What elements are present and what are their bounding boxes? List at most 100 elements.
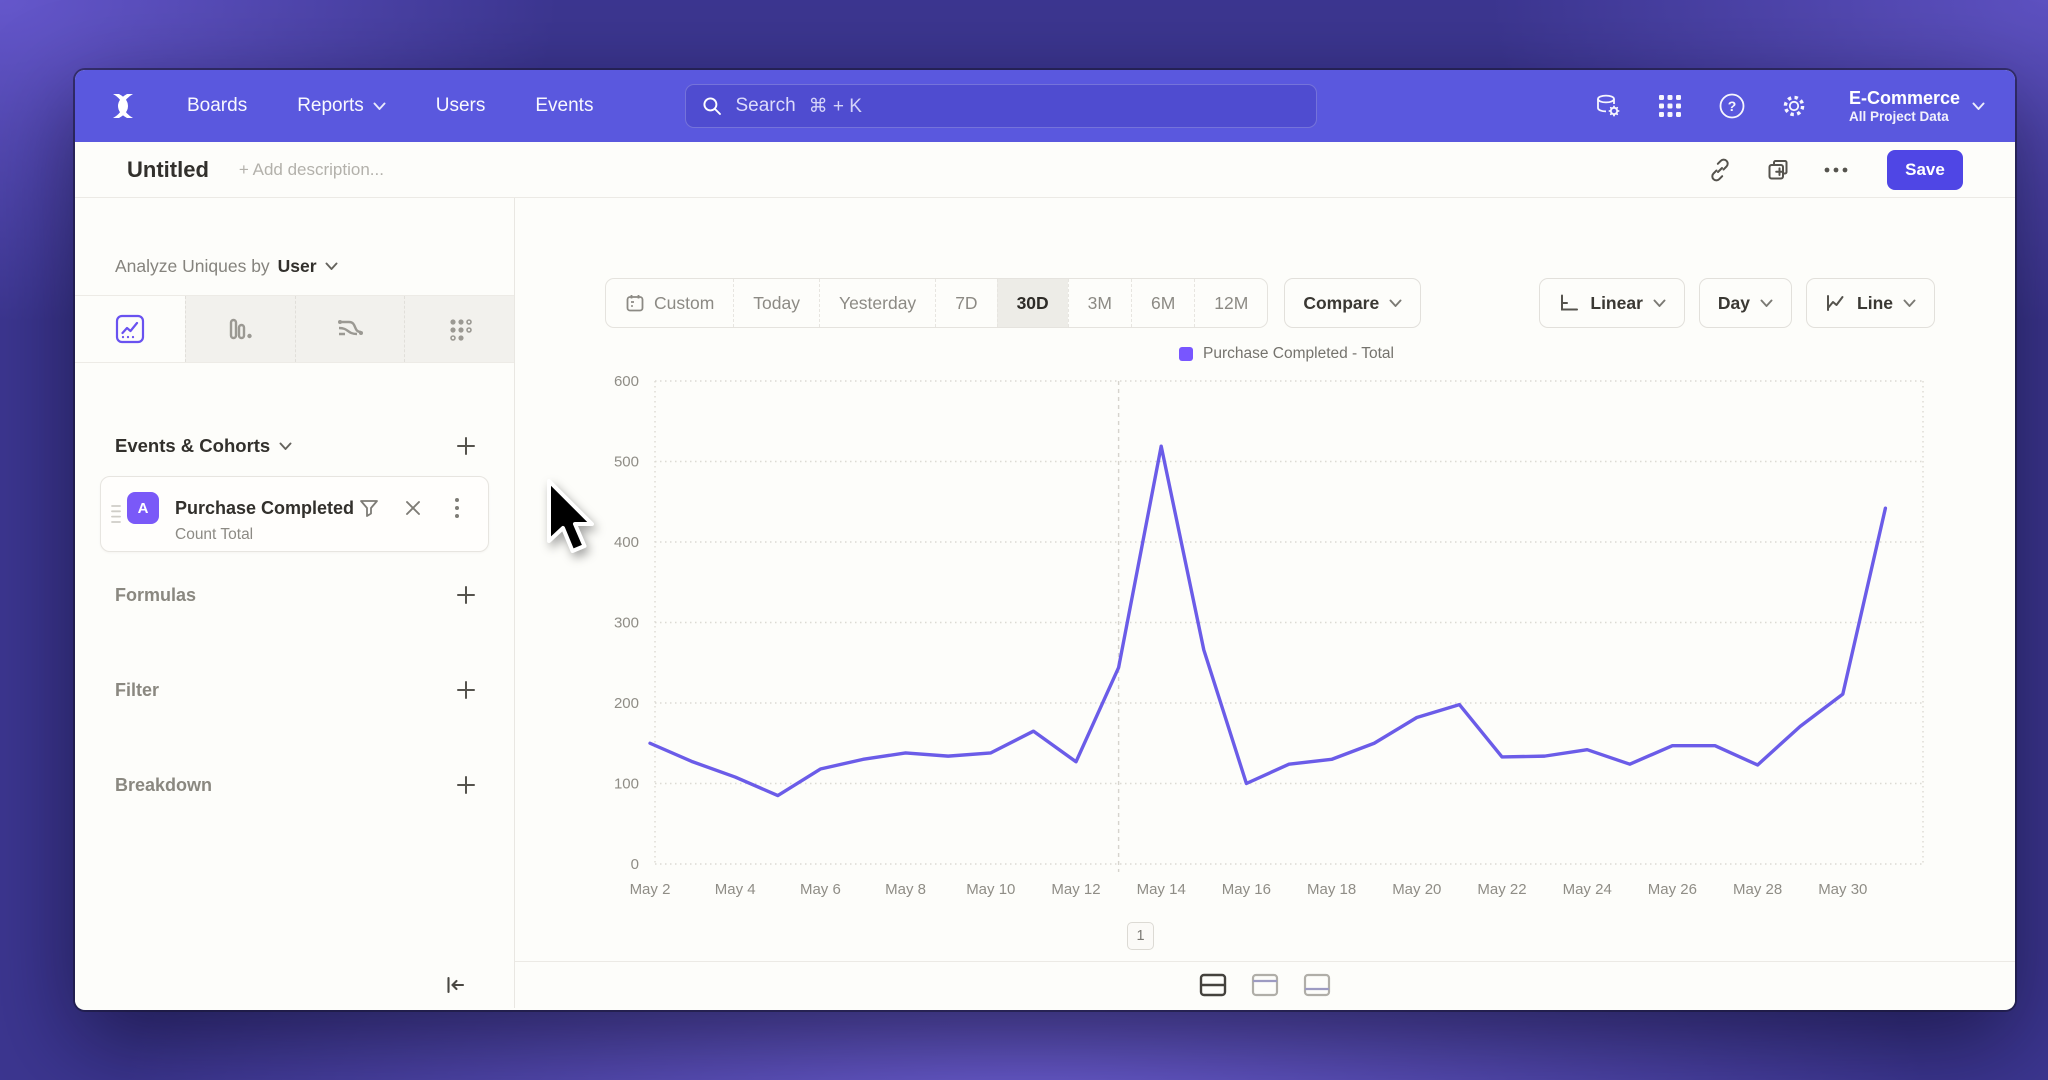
tab-funnels[interactable] (184, 296, 295, 362)
layout-toolbar (515, 961, 2015, 1008)
project-scope: All Project Data (1848, 109, 1949, 125)
formulas-section: Formulas (115, 583, 478, 607)
data-management-icon[interactable] (1593, 91, 1623, 121)
nav-boards[interactable]: Boards (187, 95, 248, 116)
add-breakdown-button[interactable] (454, 773, 478, 797)
analyze-value-dropdown[interactable]: User (277, 256, 317, 276)
query-builder-sidebar: Analyze Uniques by User (75, 198, 515, 1008)
report-title[interactable]: Untitled (127, 156, 209, 182)
project-name: E-Commerce (1848, 87, 1960, 108)
scale-dropdown[interactable]: Linear (1539, 278, 1685, 328)
svg-text:500: 500 (614, 454, 639, 471)
nav-reports[interactable]: Reports (297, 95, 386, 117)
layout-split-icon[interactable] (1194, 968, 1232, 1002)
chevron-down-icon (1903, 299, 1916, 307)
svg-text:100: 100 (614, 776, 639, 793)
axis-scale-icon (1558, 293, 1580, 313)
line-chart[interactable]: 0 100 200 300 400 500 600 May 2 May 4 May 6 May 8 M… (515, 368, 2015, 913)
svg-text:May 6: May 6 (800, 881, 841, 898)
filter-funnel-icon[interactable] (358, 497, 380, 519)
svg-text:600: 600 (614, 373, 639, 390)
range-custom[interactable]: Custom (606, 279, 733, 327)
chevron-down-icon (1389, 299, 1402, 307)
svg-text:May 8: May 8 (885, 881, 926, 898)
svg-text:May 26: May 26 (1648, 881, 1697, 898)
page-indicator[interactable]: 1 (1127, 922, 1154, 950)
svg-text:May 10: May 10 (966, 881, 1015, 898)
nav-events[interactable]: Events (535, 95, 594, 116)
formulas-label: Formulas (115, 584, 197, 605)
tab-retention[interactable] (404, 296, 514, 362)
chevron-down-icon (279, 442, 292, 450)
drag-handle-icon[interactable] (110, 501, 122, 532)
add-event-button[interactable] (454, 434, 478, 458)
apps-grid-icon[interactable] (1655, 91, 1685, 121)
add-description-field[interactable]: + Add description... (238, 159, 384, 179)
svg-text:300: 300 (614, 615, 639, 632)
svg-text:May 18: May 18 (1307, 881, 1356, 898)
add-filter-button[interactable] (454, 678, 478, 702)
cursor-pointer (547, 479, 594, 553)
filter-section: Filter (115, 678, 478, 702)
range-6m[interactable]: 6M (1130, 279, 1194, 327)
svg-text:May 4: May 4 (715, 881, 756, 898)
settings-gear-icon[interactable] (1779, 91, 1809, 121)
layout-bottom-icon[interactable] (1298, 968, 1336, 1002)
chart-type-dropdown[interactable]: Line (1806, 278, 1935, 328)
svg-text:200: 200 (614, 695, 639, 712)
link-icon[interactable] (1707, 157, 1733, 183)
save-button[interactable]: Save (1887, 149, 1963, 190)
duplicate-icon[interactable] (1765, 157, 1791, 183)
event-card[interactable]: A Purchase Completed Count Total (100, 476, 489, 552)
legend-swatch (1179, 347, 1193, 361)
svg-text:May 28: May 28 (1733, 881, 1782, 898)
tab-insights[interactable] (75, 296, 185, 362)
chevron-down-icon (1760, 299, 1773, 307)
compare-dropdown[interactable]: Compare (1284, 278, 1422, 328)
events-cohorts-header[interactable]: Events & Cohorts (115, 435, 292, 457)
event-metric[interactable]: Count Total (175, 526, 254, 543)
range-30d[interactable]: 30D (996, 279, 1068, 327)
event-name[interactable]: Purchase Completed (175, 498, 355, 518)
breakdown-label: Breakdown (115, 774, 213, 795)
granularity-dropdown[interactable]: Day (1698, 278, 1793, 328)
project-switcher[interactable]: E-Commerce All Project Data (1848, 87, 1985, 125)
event-letter-badge: A (127, 492, 159, 524)
add-formula-button[interactable] (454, 583, 478, 607)
calendar-icon (626, 295, 644, 312)
chevron-down-icon (373, 102, 386, 110)
mixpanel-logo-icon[interactable] (105, 88, 141, 124)
bar-chart-tab-icon (229, 318, 252, 340)
chart-panel: Custom Today Yesterday 7D 30D 3M 6M 12M … (515, 198, 2015, 1008)
range-7d[interactable]: 7D (935, 279, 996, 327)
kebab-menu-icon[interactable] (446, 497, 468, 519)
chevron-down-icon (1972, 102, 1985, 110)
range-12m[interactable]: 12M (1194, 279, 1267, 327)
layout-top-icon[interactable] (1246, 968, 1284, 1002)
breakdown-section: Breakdown (115, 773, 478, 797)
search-icon (703, 97, 722, 115)
range-yesterday[interactable]: Yesterday (819, 279, 935, 327)
flow-tab-icon (337, 320, 363, 336)
report-header: Untitled + Add description... Save (75, 142, 2015, 198)
range-3m[interactable]: 3M (1067, 279, 1131, 327)
chevron-down-icon (325, 262, 338, 270)
svg-text:May 14: May 14 (1137, 881, 1186, 898)
analyze-uniques-by[interactable]: Analyze Uniques by User (115, 256, 338, 277)
retention-tab-icon (449, 319, 472, 341)
svg-text:May 2: May 2 (630, 881, 671, 898)
remove-event-icon[interactable] (402, 497, 424, 519)
svg-text:May 30: May 30 (1818, 881, 1867, 898)
nav-users[interactable]: Users (435, 95, 486, 116)
tab-flows[interactable] (294, 296, 405, 362)
range-today[interactable]: Today (733, 279, 819, 327)
report-type-tabs (75, 295, 514, 363)
chart-legend[interactable]: Purchase Completed - Total (650, 345, 1923, 363)
analyze-label: Analyze Uniques by (115, 256, 270, 276)
collapse-sidebar-icon[interactable] (442, 972, 468, 998)
svg-text:May 24: May 24 (1563, 881, 1612, 898)
help-icon[interactable]: ? (1717, 91, 1747, 121)
chevron-down-icon (1653, 299, 1666, 307)
more-options-icon[interactable] (1823, 157, 1849, 183)
search-input[interactable]: Search ⌘ + K (685, 84, 1318, 128)
